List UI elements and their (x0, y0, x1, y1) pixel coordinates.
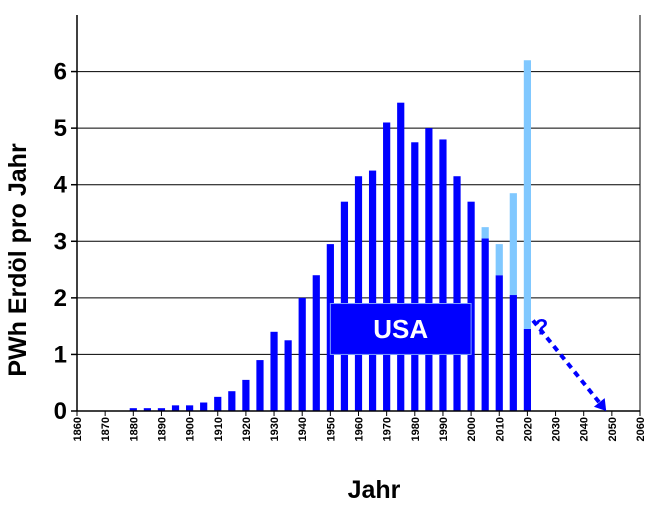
x-tick-label-1940: 1940 (297, 417, 309, 441)
bar-light-2015 (509, 193, 517, 296)
bar-1930 (270, 331, 278, 411)
question-mark: ? (535, 315, 548, 340)
bar-1920 (242, 379, 250, 411)
bar-1995 (453, 176, 461, 411)
y-tick-label-1: 1 (54, 341, 67, 368)
bar-1890 (157, 408, 166, 411)
x-tick-label-2010: 2010 (494, 417, 506, 441)
x-tick-label-1990: 1990 (438, 417, 450, 441)
x-tick-label-1880: 1880 (128, 417, 140, 441)
bar-1895 (171, 405, 180, 411)
bar-2020 (523, 328, 531, 411)
bar-1905 (200, 402, 208, 411)
x-tick-label-2050: 2050 (607, 417, 619, 441)
bar-1985 (425, 128, 433, 411)
y-tick-label-5: 5 (54, 115, 67, 142)
x-tick-label-1950: 1950 (325, 417, 337, 441)
bar-1975 (397, 102, 405, 411)
bar-1970 (383, 122, 391, 411)
x-axis-label: Jahr (348, 476, 401, 504)
annotations: USA? (329, 303, 607, 411)
x-tick-label-2020: 2020 (522, 417, 534, 441)
bars (129, 60, 531, 412)
x-tick-labels: 1860 1870 1880 1890 1900 1910 1920 1930 1940 1950… (72, 417, 647, 441)
x-tick-label-2060: 2060 (635, 417, 647, 441)
x-tick-label-1870: 1870 (100, 417, 112, 441)
bar-1960 (354, 176, 363, 411)
y-tick-labels: 0 1 2 3 4 5 6 (54, 59, 68, 425)
y-tick-label-6: 6 (54, 59, 67, 86)
bar-1990 (439, 139, 447, 411)
bar-1880 (129, 408, 137, 411)
bar-1910 (214, 396, 222, 411)
bar-2010 (495, 275, 503, 411)
x-tick-label-1980: 1980 (410, 417, 422, 441)
bar-2005 (481, 238, 489, 411)
bar-2015 (509, 295, 517, 411)
x-tick-label-1890: 1890 (156, 417, 168, 441)
usa-label-box (329, 303, 472, 355)
x-tick-label-1920: 1920 (241, 417, 253, 441)
bar-light-2010 (495, 244, 503, 276)
bar-1900 (186, 405, 194, 411)
bar-light-2005 (481, 227, 489, 239)
axes (71, 15, 641, 416)
bar-1885 (143, 408, 151, 411)
bar-1935 (284, 340, 292, 411)
y-axis-label: PWh Erdöl pro Jahr (4, 143, 32, 377)
forecast-arrow-line (531, 319, 602, 405)
x-tick-label-2000: 2000 (466, 417, 478, 441)
x-tick-label-2040: 2040 (579, 417, 591, 441)
x-tick-label-2030: 2030 (551, 417, 563, 441)
bar-1965 (368, 170, 377, 411)
bar-light-2020 (523, 60, 531, 329)
y-tick-label-4: 4 (54, 172, 68, 199)
y-tick-label-3: 3 (54, 228, 67, 255)
y-tick-label-0: 0 (54, 398, 67, 425)
x-tick-label-1910: 1910 (213, 417, 225, 441)
x-tick-label-1970: 1970 (382, 417, 394, 441)
bar-1945 (312, 275, 320, 411)
bar-1980 (411, 142, 419, 412)
bar-1915 (228, 391, 236, 411)
x-tick-label-1860: 1860 (72, 417, 84, 441)
x-tick-label-1900: 1900 (185, 417, 197, 441)
x-tick-label-1960: 1960 (354, 417, 366, 441)
bar-1925 (256, 360, 264, 411)
bar-1940 (298, 297, 306, 411)
usa-label: USA (373, 314, 428, 344)
y-tick-label-2: 2 (54, 285, 67, 312)
x-tick-label-1930: 1930 (269, 417, 281, 441)
forecast-arrow-head (593, 398, 607, 411)
